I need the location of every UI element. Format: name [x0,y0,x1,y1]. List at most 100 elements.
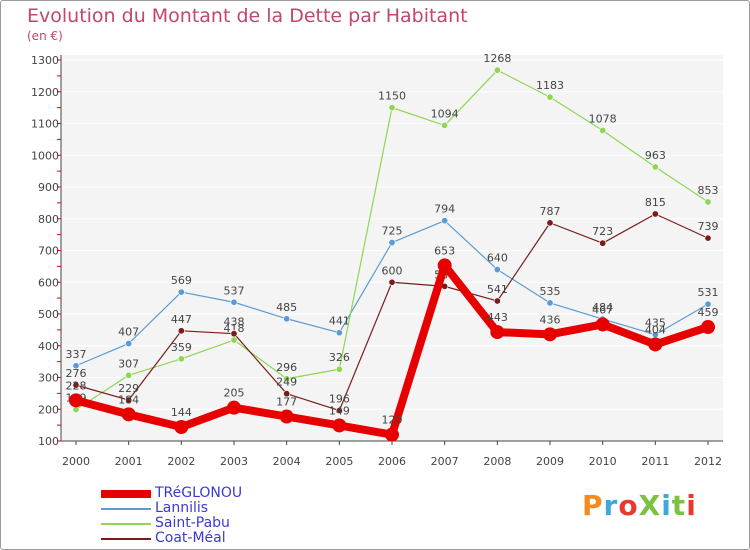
data-point [125,340,133,348]
data-point [121,407,136,422]
data-point [230,330,238,338]
data-label: 794 [434,203,455,216]
data-point [543,327,557,342]
logo-letter: o [618,489,639,522]
legend-label: Lannilis [155,500,209,516]
data-point [704,234,712,242]
data-point [599,126,607,134]
x-tick-label: 2003 [220,455,248,468]
plot-area [61,55,723,441]
data-point [227,400,241,415]
y-tick-label: 1000 [31,149,59,162]
data-label: 600 [382,264,403,277]
data-label: 1268 [483,52,511,65]
x-tick-label: 2007 [431,455,459,468]
data-point [72,362,80,370]
data-label: 815 [645,196,666,209]
y-tick-label: 1200 [31,86,59,99]
y-tick-label: 900 [38,181,59,194]
x-tick-label: 2000 [62,455,90,468]
data-point [335,329,343,337]
data-label: 307 [118,357,139,370]
logo-letter: P [582,489,604,522]
data-point [335,365,343,373]
x-tick-label: 2011 [641,455,669,468]
data-label: 276 [66,367,87,380]
data-point [441,121,449,129]
x-tick-label: 2004 [273,455,301,468]
data-label: 144 [171,406,192,419]
data-point [230,336,238,344]
data-point [125,371,133,379]
data-point [490,325,505,340]
data-point [69,393,83,408]
data-label: 149 [329,404,350,417]
data-point [385,427,399,442]
data-label: 418 [224,322,245,335]
data-label: 205 [224,387,245,400]
data-point [704,300,712,308]
data-point [283,390,291,398]
data-point [283,315,291,323]
y-tick-label: 100 [38,435,59,448]
data-label: 435 [645,317,666,330]
x-tick-label: 2002 [167,455,195,468]
data-label: 531 [698,286,719,299]
data-label: 535 [540,285,561,298]
data-label: 1183 [536,79,564,92]
chart-unit: (en €) [27,29,63,43]
legend-label: TRéGLONOU [155,485,243,501]
data-label: 853 [698,184,719,197]
data-label: 640 [487,252,508,265]
data-label: 725 [382,225,403,238]
data-point [125,396,133,404]
data-point [599,239,607,247]
logo-letter: i [661,489,672,522]
x-tick-label: 2006 [378,455,406,468]
legend-swatch [101,523,151,525]
data-label: 228 [66,379,87,392]
data-point [72,381,80,389]
legend-label: Coat-Méal [155,530,226,546]
data-label: 404 [645,323,666,336]
data-point [437,258,452,273]
data-label: 296 [276,361,297,374]
data-label: 441 [329,315,350,328]
x-tick-label: 2001 [115,455,143,468]
data-point [177,355,185,363]
data-point [332,418,347,433]
logo-letter: X [638,489,662,522]
x-tick-label: 2008 [483,455,511,468]
data-label: 184 [118,393,139,406]
x-tick-label: 2010 [589,455,617,468]
y-tick-label: 300 [38,372,59,385]
data-point [335,407,343,415]
data-point [546,93,554,101]
data-point [651,163,659,171]
x-tick-label: 2012 [694,455,722,468]
y-tick-label: 700 [38,245,59,258]
data-point [388,104,396,112]
data-label: 177 [276,396,297,409]
logo-letter: t [671,489,687,522]
y-tick-label: 200 [38,403,59,416]
data-label: 1150 [378,90,406,103]
data-point [388,239,396,247]
data-label: 541 [487,283,508,296]
data-label: 787 [540,205,561,218]
data-point [279,409,294,424]
data-point [174,420,189,435]
data-point [493,266,501,274]
data-label: 407 [118,326,139,339]
y-tick-label: 1300 [31,54,59,67]
data-point [283,375,291,383]
data-label: 537 [224,284,245,297]
data-point [546,219,554,227]
data-label: 229 [118,382,139,395]
data-point [704,198,712,206]
data-point [493,66,501,74]
data-label: 443 [487,311,508,324]
data-label: 1078 [589,112,617,125]
y-tick-label: 400 [38,340,59,353]
